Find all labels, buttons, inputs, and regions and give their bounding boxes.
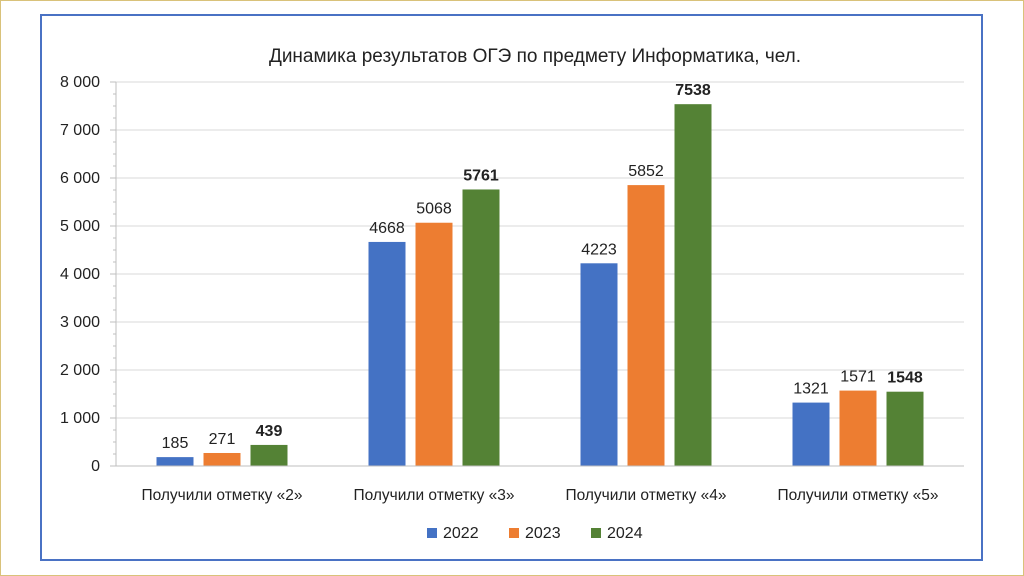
legend-swatch-2024 — [591, 528, 601, 538]
bar-2022 — [368, 241, 406, 466]
data-label-2024: 439 — [256, 423, 283, 440]
data-label-2024: 7538 — [675, 82, 711, 99]
x-tick-label: Получили отметку «4» — [565, 487, 726, 504]
bar-2024 — [886, 391, 924, 466]
bar-2023 — [627, 185, 665, 466]
data-label-2023: 5852 — [628, 163, 664, 180]
x-tick-label: Получили отметку «2» — [141, 487, 302, 504]
y-tick-label: 0 — [91, 458, 100, 475]
bar-2024 — [250, 444, 288, 466]
gridlines — [116, 81, 964, 419]
chart-frame — [40, 14, 983, 561]
bar-2023 — [203, 452, 241, 466]
data-label-2022: 4223 — [581, 241, 617, 258]
x-tick-label: Получили отметку «5» — [777, 487, 938, 504]
bar-2022 — [156, 457, 194, 466]
chart-title: Динамика результатов ОГЭ по предмету Инф… — [269, 46, 801, 67]
bar-2024 — [674, 104, 712, 467]
legend-label-2024: 2024 — [607, 525, 643, 542]
bar-2022 — [580, 263, 618, 466]
bar-2023 — [839, 390, 877, 466]
y-tick-label: 3 000 — [60, 314, 100, 331]
bars — [156, 104, 924, 467]
data-label-2022: 4668 — [369, 220, 405, 237]
data-label-2023: 271 — [209, 431, 236, 448]
bar-2024 — [462, 189, 500, 467]
y-tick-label: 2 000 — [60, 362, 100, 379]
y-tick-label: 5 000 — [60, 218, 100, 235]
legend-label-2023: 2023 — [525, 525, 561, 542]
x-axis: Получили отметку «2» Получили отметку «3»… — [116, 465, 964, 504]
legend-swatch-2023 — [509, 528, 519, 538]
data-label-2024: 5761 — [463, 167, 499, 184]
data-labels: 185 271 439 4668 5068 5761 4223 5852 7538 1321 157… — [162, 82, 923, 452]
bar-2023 — [415, 222, 453, 466]
legend-swatch-2022 — [427, 528, 437, 538]
y-tick-label: 4 000 — [60, 266, 100, 283]
y-tick-label: 8 000 — [60, 74, 100, 91]
legend: 2022 2023 2024 — [427, 525, 643, 542]
data-label-2023: 5068 — [416, 201, 452, 218]
x-tick-label: Получили отметку «3» — [353, 487, 514, 504]
y-tick-label: 1 000 — [60, 410, 100, 427]
y-tick-label: 6 000 — [60, 170, 100, 187]
bar-2022 — [792, 402, 830, 466]
data-label-2022: 185 — [162, 435, 189, 452]
y-axis: 0 1 000 2 000 3 000 4 000 5 000 6 000 7 000 8 00… — [60, 74, 117, 475]
data-label-2022: 1321 — [793, 381, 829, 398]
data-label-2024: 1548 — [887, 370, 923, 387]
data-label-2023: 1571 — [840, 369, 876, 386]
legend-label-2022: 2022 — [443, 525, 479, 542]
y-tick-label: 7 000 — [60, 122, 100, 139]
